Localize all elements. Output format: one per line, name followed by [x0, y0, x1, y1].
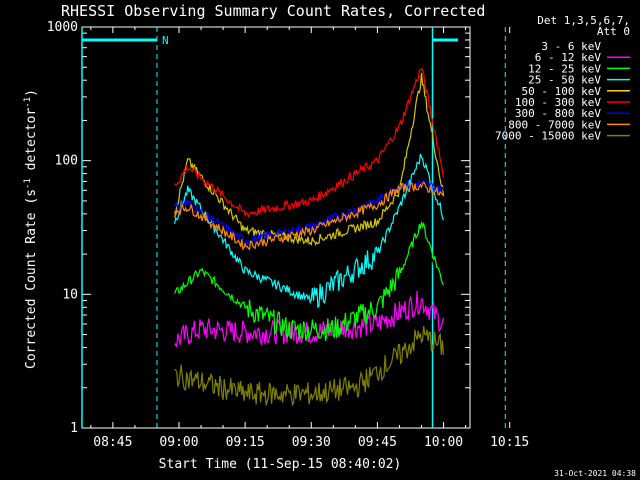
series-line	[174, 178, 445, 247]
legend-entry-label: 25 - 50 keV	[528, 74, 601, 87]
y-tick-label: 10	[62, 287, 78, 302]
series-line	[174, 181, 445, 251]
x-axis-ticks: 08:45 09:00 09:15 09:30 09:45 10:00 10:15	[90, 27, 529, 450]
y-tick-label: 1	[70, 421, 78, 436]
legend-entry-label: 6 - 12 keV	[535, 51, 602, 64]
series-line	[174, 153, 445, 309]
x-tick-label: 10:00	[424, 435, 463, 450]
y-tick-label: 100	[55, 154, 78, 169]
series-line	[174, 325, 445, 407]
legend-entry-label: 100 - 300 keV	[515, 96, 601, 109]
y-axis-ticks: 1 10 100 1000	[47, 20, 470, 436]
y-tick-label: 1000	[47, 20, 78, 35]
legend-entry-label: 50 - 100 keV	[522, 85, 602, 98]
x-tick-label: 09:45	[358, 435, 397, 450]
y-axis-label-part: )	[24, 89, 39, 97]
y-axis-label-part: Corrected Count Rate (s	[24, 189, 39, 369]
x-tick-label: 09:15	[226, 435, 265, 450]
x-tick-label: 09:30	[292, 435, 331, 450]
x-tick-label: 09:00	[159, 435, 198, 450]
legend-entry-label: 12 - 25 keV	[528, 62, 601, 75]
series-line	[174, 221, 445, 342]
y-axis-label-part: detector	[24, 108, 39, 179]
y-axis-label-part: -1	[23, 97, 33, 108]
legend-entry-label: 7000 - 15000 keV	[495, 130, 601, 143]
series-line	[174, 72, 445, 247]
series-line	[174, 67, 445, 219]
x-tick-label: 08:45	[93, 435, 132, 450]
series-line	[174, 254, 445, 271]
plot-frame	[81, 26, 471, 429]
legend-entry-label: 300 - 800 keV	[515, 107, 601, 120]
legend-entry-label: 3 - 6 keV	[541, 40, 601, 53]
chart-title: RHESSI Observing Summary Count Rates, Co…	[61, 2, 485, 20]
y-axis-label-part: -1	[23, 178, 33, 189]
legend-entry-label: 800 - 7000 keV	[508, 118, 601, 131]
x-axis-label: Start Time (11-Sep-15 08:40:02)	[159, 457, 402, 472]
x-tick-label: 10:15	[490, 435, 529, 450]
night-marker-label: N	[162, 34, 169, 47]
footer-timestamp: 31-Oct-2021 04:38	[554, 469, 636, 478]
legend-header: Det 1,3,5,6,7,	[537, 14, 630, 27]
y-axis-label: Corrected Count Rate (s-1 detector-1)	[23, 89, 39, 369]
legend-header: Att 0	[597, 25, 630, 38]
plot-area: N	[81, 26, 506, 429]
